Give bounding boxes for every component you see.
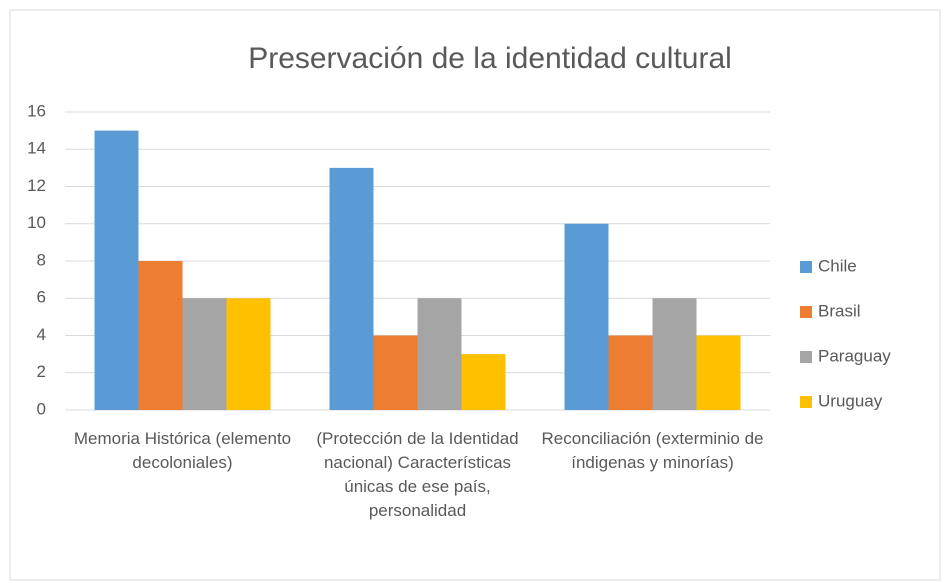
y-tick-label: 2	[37, 362, 46, 381]
legend-swatch	[800, 261, 812, 273]
y-tick-label: 8	[37, 250, 46, 269]
x-tick-label: Reconciliación (exterminio de índigenas y…	[541, 429, 763, 472]
y-tick-label: 16	[27, 101, 46, 120]
y-tick-label: 4	[37, 325, 46, 344]
legend-label: Uruguay	[818, 391, 883, 410]
y-tick-label: 0	[37, 399, 46, 418]
legend-label: Brasil	[818, 301, 861, 320]
legend-label: Paraguay	[818, 346, 891, 365]
bar	[696, 335, 741, 410]
legend-swatch	[800, 351, 812, 363]
chart-title: Preservación de la identidad cultural	[248, 42, 732, 75]
bar	[226, 298, 271, 410]
legend-label: Chile	[818, 256, 857, 275]
bar	[652, 298, 697, 410]
bar	[138, 261, 183, 410]
y-tick-label: 12	[27, 176, 46, 195]
y-tick-label: 14	[27, 139, 46, 158]
x-tick-label: (Protección de la Identidad nacional) Car…	[316, 429, 518, 520]
bar	[182, 298, 227, 410]
x-tick-label: Memoria Histórica (elemento decoloniales)	[74, 429, 291, 472]
bar	[608, 335, 653, 410]
bar	[417, 298, 462, 410]
y-tick-label: 6	[37, 288, 46, 307]
bar	[564, 223, 609, 410]
bar	[329, 167, 374, 410]
bar	[94, 130, 139, 410]
bar	[461, 354, 506, 410]
bar	[373, 335, 418, 410]
legend-swatch	[800, 306, 812, 318]
y-tick-label: 10	[27, 213, 46, 232]
legend-swatch	[800, 396, 812, 408]
